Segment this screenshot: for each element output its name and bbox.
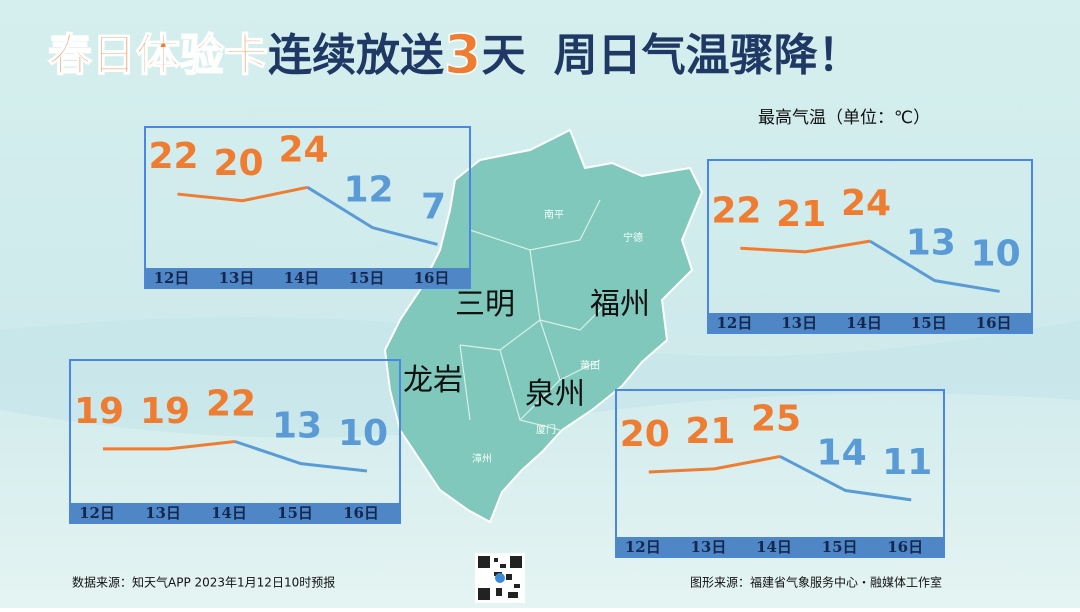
- date-bar: [616, 537, 944, 557]
- x-tick-label: 15日: [349, 269, 385, 287]
- city-label: 福州: [590, 287, 650, 322]
- line-segment: [234, 440, 368, 473]
- date-bar: [145, 268, 470, 288]
- graphic-source: 图形来源：福建省气象服务中心・融媒体工作室: [690, 575, 942, 590]
- line-segment: [740, 239, 871, 254]
- city-label: 宁德: [623, 231, 643, 244]
- x-tick-label: 14日: [846, 314, 882, 332]
- data-label: 21: [776, 194, 826, 235]
- line-segment: [648, 454, 781, 474]
- title: 春日体验卡连续放送3天 周日气温骤降！: [48, 23, 862, 86]
- data-label: 10: [338, 413, 388, 454]
- subtitle: 最高气温（单位：℃）: [758, 108, 930, 128]
- line-chart: 12日 13日 14日 15日 16日 22 21 24 13 10: [707, 159, 1033, 334]
- line-segment: [177, 185, 308, 203]
- date-bar: [70, 503, 400, 523]
- x-tick-label: 16日: [414, 269, 450, 287]
- data-label: 20: [213, 143, 263, 184]
- city-label: 南平: [544, 208, 564, 221]
- qr-code: [475, 553, 525, 603]
- line-chart: 12日 13日 14日 15日 16日 20 21 25 14 11: [615, 389, 945, 558]
- data-label: 13: [272, 406, 322, 447]
- data-label: 19: [140, 391, 190, 432]
- data-label: 19: [74, 391, 124, 432]
- data-label: 22: [711, 190, 761, 231]
- x-tick-label: 12日: [154, 269, 190, 287]
- x-tick-label: 14日: [284, 269, 320, 287]
- city-label: 莆田: [580, 359, 600, 372]
- map: [383, 128, 704, 524]
- x-tick-label: 14日: [211, 504, 247, 522]
- data-label: 25: [751, 398, 801, 439]
- title-part: 3: [444, 23, 482, 86]
- fujian-map: [383, 128, 704, 524]
- x-tick-label: 13日: [690, 538, 726, 556]
- line-segment: [869, 239, 1000, 293]
- date-bar: [708, 313, 1032, 333]
- data-label: 12: [343, 170, 393, 211]
- data-label: 13: [906, 223, 956, 264]
- title-part: 天: [482, 30, 526, 81]
- title-part: 春日体验卡: [48, 30, 268, 81]
- city-label: 漳州: [472, 452, 492, 465]
- data-label: 10: [971, 233, 1021, 274]
- line-segment: [306, 186, 438, 246]
- city-label: 泉州: [525, 377, 585, 412]
- city-label: 三明: [455, 287, 515, 322]
- x-tick-label: 12日: [625, 538, 661, 556]
- x-tick-label: 12日: [716, 314, 752, 332]
- data-label: 14: [817, 433, 867, 474]
- x-tick-label: 15日: [911, 314, 947, 332]
- title-part: 连续放送: [268, 30, 444, 81]
- city-label: 厦门: [536, 423, 556, 436]
- data-label: 24: [278, 129, 328, 170]
- x-tick-label: 14日: [756, 538, 792, 556]
- data-source: 数据来源：知天气APP 2023年1月12日10时预报: [72, 575, 335, 590]
- x-tick-label: 15日: [822, 538, 858, 556]
- x-tick-label: 16日: [343, 504, 379, 522]
- qr-pattern: [478, 556, 522, 600]
- line-chart: 12日 13日 14日 15日 16日 19 19 22 13 10: [69, 359, 401, 524]
- map-borders: [459, 199, 611, 431]
- title-part: 周日气温骤降！: [554, 30, 862, 81]
- x-tick-label: 15日: [277, 504, 313, 522]
- x-tick-label: 16日: [976, 314, 1012, 332]
- x-tick-label: 13日: [145, 504, 181, 522]
- qr-logo: [495, 573, 505, 583]
- data-label: 22: [148, 136, 198, 177]
- x-tick-label: 13日: [219, 269, 255, 287]
- data-label: 20: [620, 414, 670, 455]
- city-label: 龙岩: [403, 363, 463, 398]
- line-chart: 12日 13日 14日 15日 16日 22 20 24 12 7: [144, 126, 471, 289]
- line-segment: [779, 455, 912, 502]
- x-tick-label: 16日: [887, 538, 923, 556]
- data-label: 22: [206, 384, 256, 425]
- x-tick-label: 12日: [79, 504, 115, 522]
- x-tick-label: 13日: [781, 314, 817, 332]
- data-label: 24: [841, 183, 891, 224]
- line-segment: [103, 440, 236, 451]
- data-label: 11: [882, 442, 932, 483]
- data-label: 7: [421, 186, 446, 227]
- data-label: 21: [685, 411, 735, 452]
